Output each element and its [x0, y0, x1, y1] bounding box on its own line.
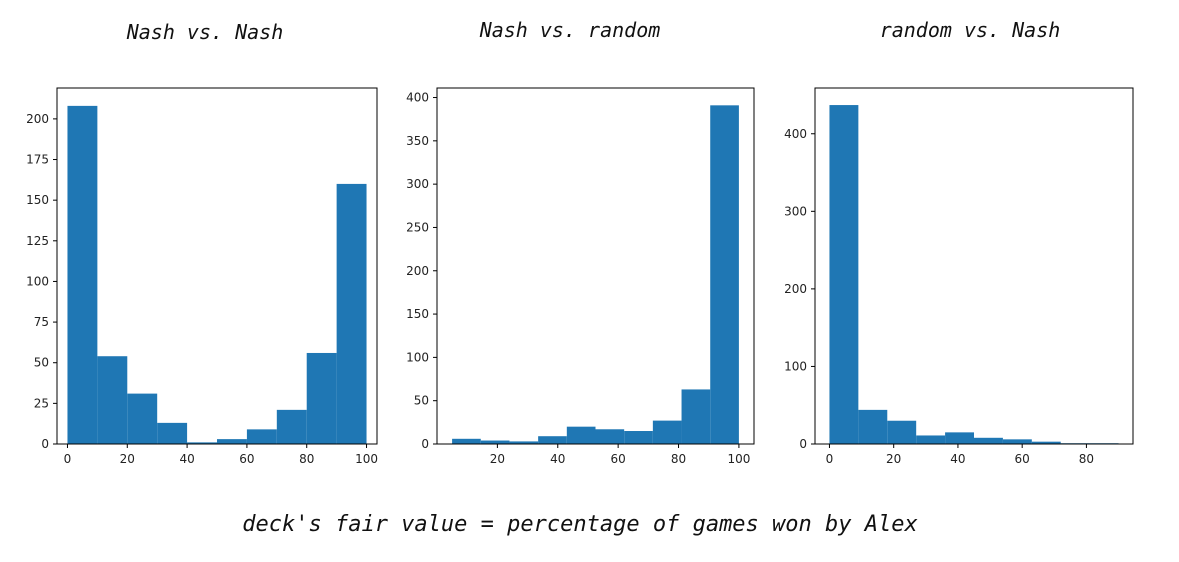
- figure-caption: deck's fair value = percentage of games …: [242, 512, 918, 537]
- nash-vs-nash-bar-3: [157, 422, 188, 444]
- random-vs-nash-ytick-label: 0: [799, 437, 807, 451]
- nash-vs-random-ytick-label: 350: [406, 134, 429, 148]
- random-vs-nash-bar-5: [974, 437, 1003, 444]
- nash-vs-nash-ytick-label: 0: [41, 437, 49, 451]
- nash-vs-random-ytick-label: 150: [406, 307, 429, 321]
- random-vs-nash-ytick-label: 300: [784, 204, 807, 218]
- random-vs-nash-ytick-label: 200: [784, 282, 807, 296]
- nash-vs-nash-xtick-label: 80: [299, 452, 314, 466]
- nash-vs-nash-ytick-label: 125: [26, 234, 49, 248]
- chart-title-nash-vs-nash: Nash vs. Nash: [126, 20, 284, 44]
- random-vs-nash-xtick-label: 0: [826, 452, 834, 466]
- nash-vs-random-ytick-label: 100: [406, 350, 429, 364]
- random-vs-nash-bar-7: [1031, 441, 1061, 444]
- nash-vs-nash-bar-5: [217, 439, 247, 444]
- nash-vs-random-plot-frame: [436, 87, 755, 445]
- nash-vs-nash-bar-4: [187, 442, 217, 444]
- random-vs-nash-ytick-label: 400: [784, 127, 807, 141]
- random-vs-nash-bar-0: [829, 105, 859, 445]
- nash-vs-random-bar-7: [652, 420, 682, 444]
- nash-vs-random-ytick-label: 200: [406, 264, 429, 278]
- random-vs-nash-xtick-label: 40: [950, 452, 965, 466]
- nash-vs-random-ytick-label: 250: [406, 220, 429, 234]
- nash-vs-random-bar-9: [710, 105, 739, 444]
- chart-title-random-vs-nash: random vs. Nash: [879, 18, 1061, 42]
- nash-vs-random-bar-0: [452, 438, 481, 444]
- nash-vs-random-bar-6: [624, 431, 653, 444]
- nash-vs-random-ytick-label: 400: [406, 91, 429, 105]
- nash-vs-random-bar-1: [480, 440, 510, 444]
- nash-vs-random-xtick-label: 60: [611, 452, 626, 466]
- nash-vs-nash-bar-2: [127, 393, 158, 444]
- nash-vs-nash-xtick-label: 60: [239, 452, 254, 466]
- random-vs-nash-xtick-label: 20: [886, 452, 901, 466]
- nash-vs-nash-xtick-label: 20: [120, 452, 135, 466]
- nash-vs-random-bar-4: [566, 426, 596, 444]
- random-vs-nash-xtick-label: 60: [1015, 452, 1030, 466]
- nash-vs-random-xtick-label: 100: [727, 452, 750, 466]
- nash-vs-random-ytick-label: 50: [414, 394, 429, 408]
- random-vs-nash-bar-3: [916, 435, 946, 444]
- nash-vs-nash-xtick-label: 0: [64, 452, 72, 466]
- nash-vs-nash-xtick-label: 100: [355, 452, 378, 466]
- nash-vs-nash-ytick-label: 75: [34, 315, 49, 329]
- nash-vs-nash-ytick-label: 200: [26, 112, 49, 126]
- nash-vs-nash-bar-7: [276, 409, 307, 444]
- nash-vs-nash-ytick-label: 25: [34, 396, 49, 410]
- nash-vs-random-bar-2: [509, 441, 539, 444]
- random-vs-nash-ytick-label: 100: [784, 359, 807, 373]
- random-vs-nash-bar-6: [1002, 439, 1032, 444]
- nash-vs-nash-bar-9: [336, 183, 367, 444]
- nash-vs-nash-xtick-label: 40: [179, 452, 194, 466]
- nash-vs-nash-ytick-label: 150: [26, 193, 49, 207]
- random-vs-nash-plot-frame: [814, 87, 1134, 445]
- nash-vs-random-ytick-label: 300: [406, 177, 429, 191]
- nash-vs-random-bar-8: [681, 389, 711, 444]
- nash-vs-nash-bar-0: [67, 105, 98, 444]
- nash-vs-random-ytick-label: 0: [421, 437, 429, 451]
- nash-vs-nash-bar-8: [306, 352, 337, 444]
- nash-vs-nash-ytick-label: 100: [26, 274, 49, 288]
- random-vs-nash-xtick-label: 80: [1079, 452, 1094, 466]
- nash-vs-random-bar-5: [595, 429, 625, 444]
- nash-vs-random-bar-3: [538, 436, 567, 444]
- nash-vs-random-xtick-label: 20: [490, 452, 505, 466]
- chart-title-nash-vs-random: Nash vs. random: [479, 18, 661, 42]
- random-vs-nash-bar-1: [858, 409, 888, 444]
- nash-vs-nash-plot-frame: [56, 87, 378, 445]
- nash-vs-random-xtick-label: 80: [671, 452, 686, 466]
- nash-vs-nash-bar-1: [97, 356, 128, 444]
- nash-vs-random-xtick-label: 40: [550, 452, 565, 466]
- random-vs-nash-bar-2: [887, 420, 917, 444]
- nash-vs-nash-ytick-label: 50: [34, 356, 49, 370]
- nash-vs-nash-bar-6: [246, 429, 277, 444]
- nash-vs-nash-ytick-label: 175: [26, 153, 49, 167]
- random-vs-nash-bar-4: [945, 432, 974, 444]
